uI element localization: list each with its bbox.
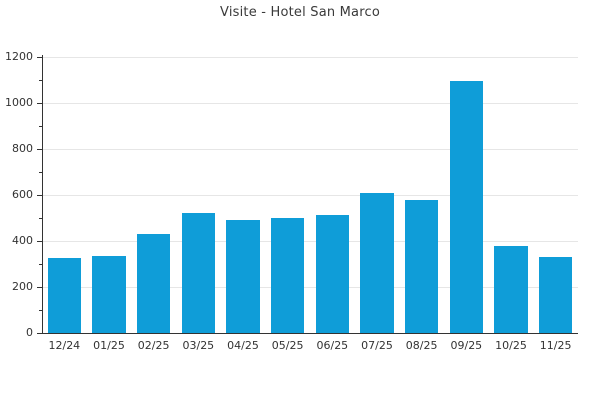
bar <box>360 192 394 333</box>
x-tick-label: 09/25 <box>450 339 483 352</box>
x-tick-label: 10/25 <box>495 339 527 352</box>
y-minor-tick <box>39 310 42 311</box>
y-minor-tick <box>39 172 42 173</box>
x-tick-label: 07/25 <box>361 339 393 352</box>
y-tick-label: 1200 <box>5 50 33 63</box>
bar <box>136 234 171 333</box>
gridline <box>42 241 578 242</box>
bar <box>538 257 573 333</box>
gridline <box>42 287 578 288</box>
y-tick-label: 400 <box>12 234 33 247</box>
y-tick-label: 800 <box>12 142 33 155</box>
y-tick-label: 600 <box>12 188 33 201</box>
bar <box>226 220 260 333</box>
y-tick <box>37 57 42 58</box>
x-tick-label: 03/25 <box>182 339 215 352</box>
y-minor-tick <box>39 126 42 127</box>
gridline <box>42 195 578 196</box>
x-tick-label: 04/25 <box>227 339 259 352</box>
bar <box>404 199 439 333</box>
y-tick <box>37 103 42 104</box>
bar <box>270 218 305 333</box>
y-tick-label: 0 <box>26 326 33 339</box>
gridline <box>42 103 578 104</box>
x-axis-line <box>42 333 578 334</box>
y-minor-tick <box>39 218 42 219</box>
x-tick-label: 02/25 <box>137 339 170 352</box>
gridline <box>42 57 578 58</box>
x-tick-label: 05/25 <box>271 339 304 352</box>
bar <box>47 258 82 334</box>
y-tick <box>37 241 42 242</box>
x-tick-label: 08/25 <box>405 339 438 352</box>
y-minor-tick <box>39 264 42 265</box>
y-tick <box>37 287 42 288</box>
gridline <box>42 149 578 150</box>
y-axis-line <box>42 55 43 333</box>
x-tick-label: 06/25 <box>316 339 349 352</box>
bar <box>494 245 528 333</box>
bar <box>315 214 350 333</box>
y-minor-tick <box>39 80 42 81</box>
bar <box>181 213 216 333</box>
y-tick <box>37 333 42 334</box>
y-tick <box>37 195 42 196</box>
chart-title: Visite - Hotel San Marco <box>220 5 380 20</box>
y-tick <box>37 149 42 150</box>
x-tick-label: 11/25 <box>539 339 572 352</box>
x-tick-label: 12/24 <box>48 339 81 352</box>
bar <box>92 255 126 333</box>
y-tick-label: 200 <box>12 280 33 293</box>
y-tick-label: 1000 <box>5 96 33 109</box>
bar <box>449 81 484 333</box>
x-tick-label: 01/25 <box>93 339 125 352</box>
